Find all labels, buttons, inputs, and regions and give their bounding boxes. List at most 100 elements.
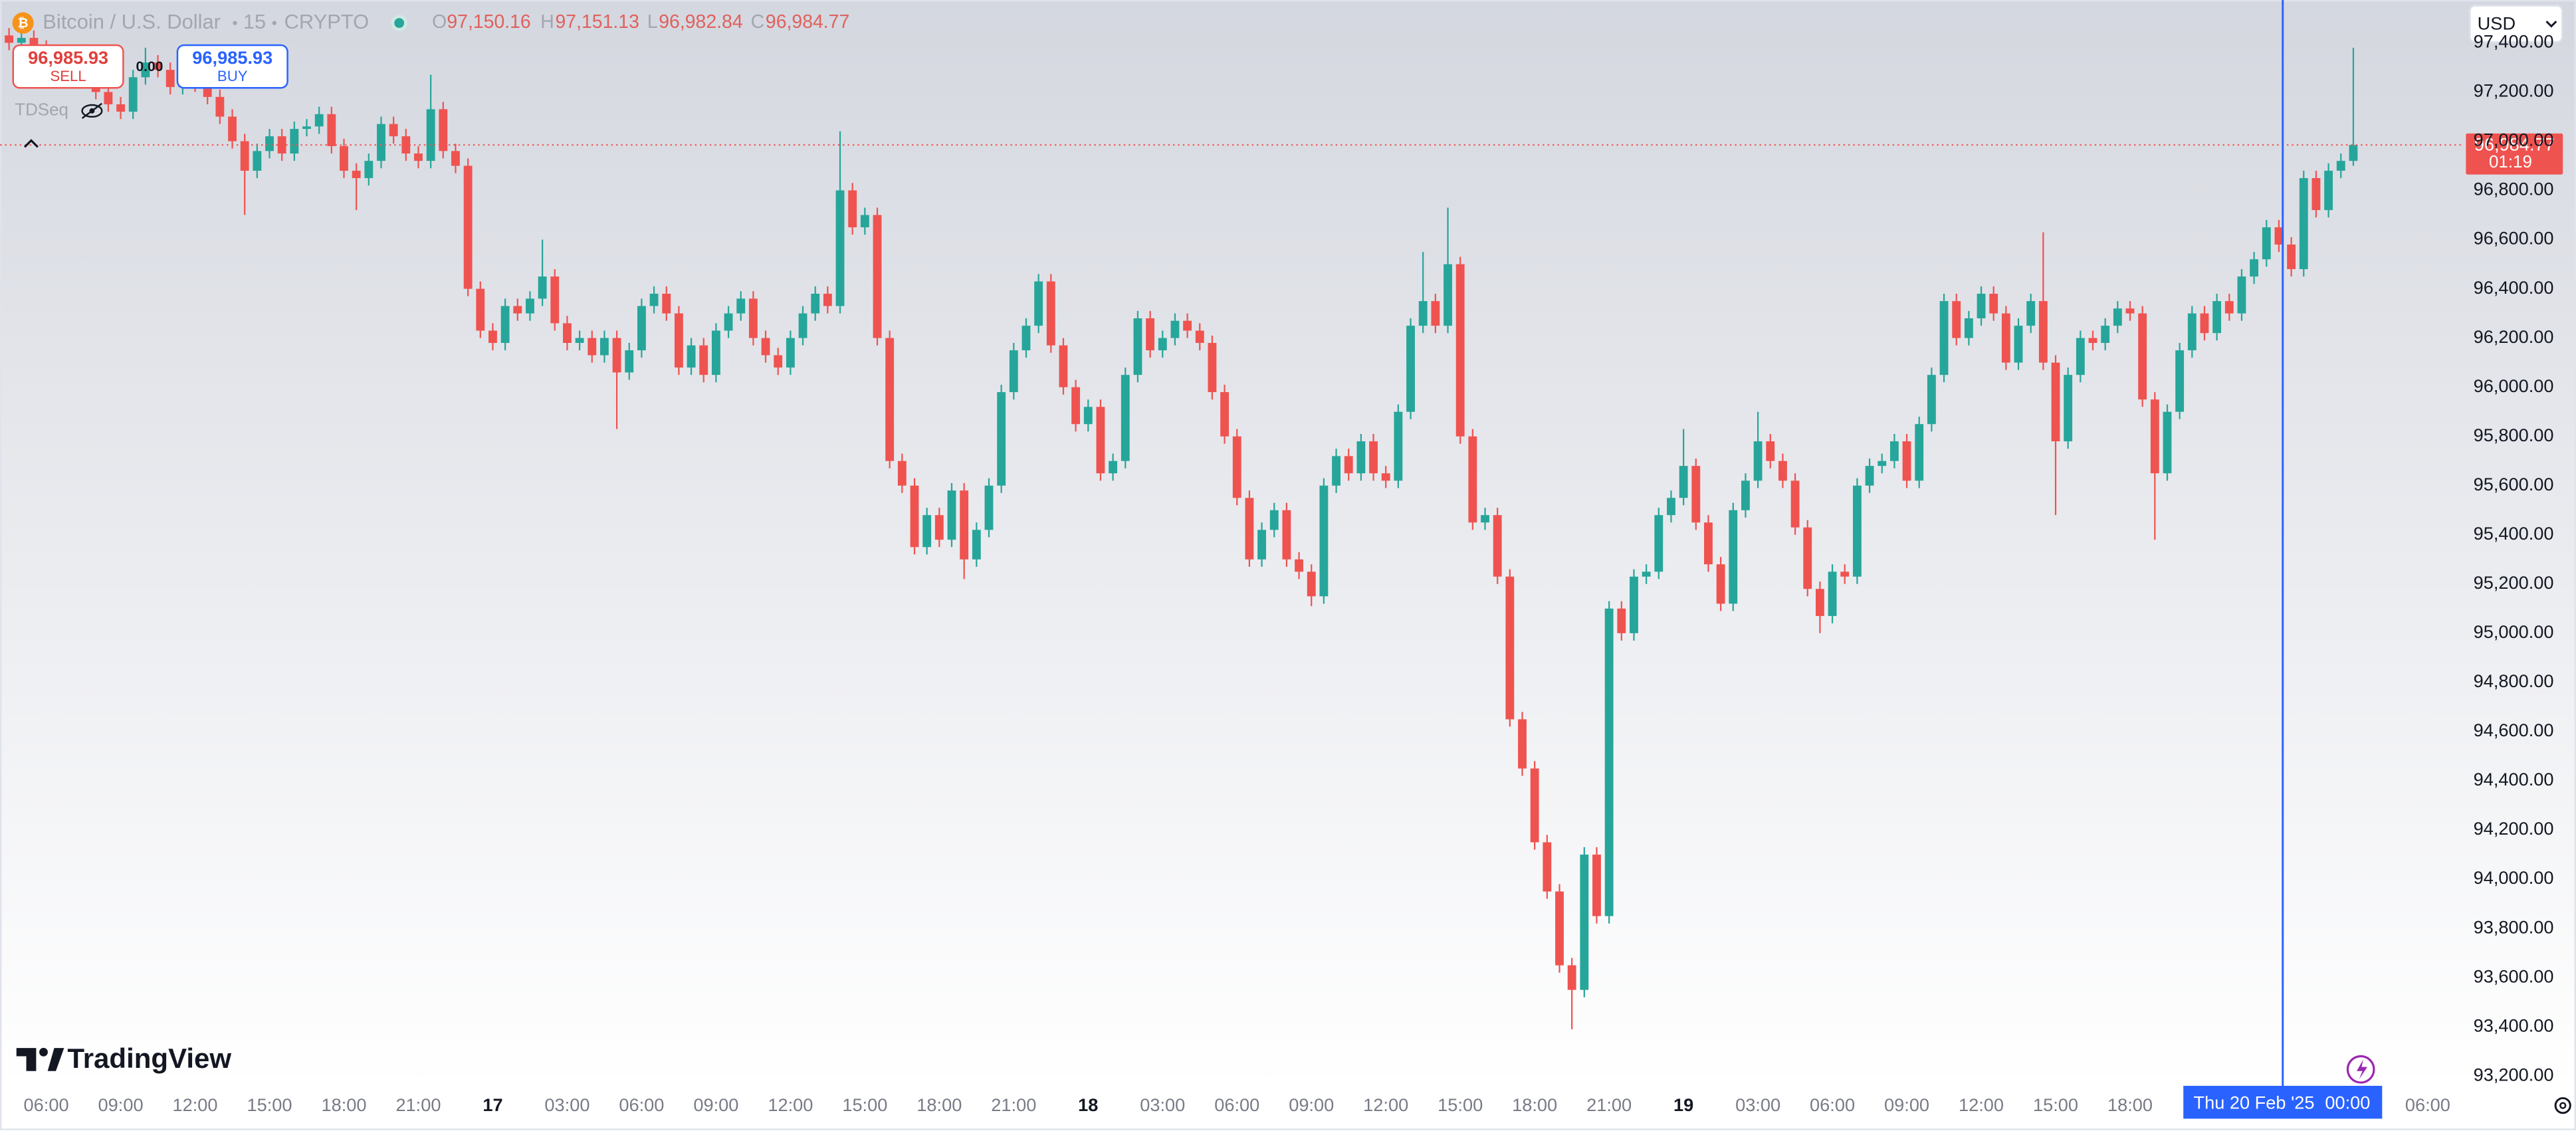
candle-body: [1927, 375, 1936, 425]
candle-body: [1790, 480, 1800, 528]
candle-body: [2163, 411, 2172, 474]
buy-box[interactable]: [176, 44, 288, 89]
candle-body: [2038, 301, 2048, 363]
brand-logo[interactable]: TradingView: [16, 1043, 232, 1074]
x-tick-label: 06:00: [2405, 1094, 2450, 1115]
x-tick-label: 12:00: [1959, 1094, 2004, 1115]
candle-body: [2336, 161, 2345, 171]
currency-box[interactable]: [2469, 5, 2563, 43]
candle-body: [599, 338, 609, 356]
candle-body: [1505, 576, 1515, 720]
candle-body: [1083, 407, 1093, 425]
interval[interactable]: 15: [243, 10, 266, 33]
y-tick-label: 93,400.00: [2474, 1015, 2554, 1035]
candle-body: [711, 330, 720, 375]
crosshair-label-box: [2183, 1086, 2383, 1119]
y-tick-label: 94,200.00: [2474, 818, 2554, 839]
sell-button[interactable]: 96,985.93 SELL: [12, 44, 124, 89]
candle-body: [1815, 589, 1824, 616]
x-tick-label: 21:00: [991, 1094, 1036, 1115]
candle-body: [377, 124, 385, 161]
candle-body: [1146, 318, 1155, 351]
y-tick-label: 96,600.00: [2474, 228, 2554, 249]
eye-icon[interactable]: [81, 104, 103, 118]
candle-body: [290, 128, 299, 154]
y-tick-label: 94,600.00: [2474, 720, 2554, 740]
candle-body: [2349, 145, 2358, 161]
indicator-name[interactable]: TDSeq: [15, 101, 68, 120]
sell-box[interactable]: [12, 44, 124, 89]
candle-body: [1878, 461, 1887, 466]
candle-body: [1604, 608, 1614, 916]
candle-body: [1444, 264, 1452, 326]
candle-body: [1741, 480, 1750, 510]
currency[interactable]: USD: [2478, 13, 2516, 33]
candle-body: [687, 345, 696, 368]
candle-body: [1691, 466, 1701, 523]
brand-name[interactable]: TradingView: [67, 1043, 231, 1074]
logo-mark: [47, 1048, 64, 1071]
symbol-icon[interactable]: [12, 12, 34, 34]
x-tick-label: 09:00: [693, 1094, 738, 1115]
x-tick-label: 03:00: [1735, 1094, 1780, 1115]
candle-body: [2237, 276, 2246, 314]
buy-label[interactable]: BUY: [217, 68, 248, 84]
candle-body: [1915, 424, 1924, 481]
candle-body: [451, 151, 460, 166]
candle-body: [699, 345, 708, 375]
candle-body: [997, 392, 1006, 486]
x-tick-label: 06:00: [1810, 1094, 1855, 1115]
currency-dropdown[interactable]: USD: [2469, 5, 2563, 43]
candle-body: [1766, 441, 1775, 461]
x-tick-label: 06:00: [619, 1094, 664, 1115]
candle-body: [550, 276, 560, 324]
symbol-name[interactable]: Bitcoin / U.S. Dollar: [43, 10, 221, 33]
candle-body: [910, 485, 919, 548]
candle-body: [625, 350, 634, 373]
candle-body: [1307, 571, 1316, 597]
candle-body: [1592, 855, 1601, 916]
collapse-button[interactable]: [23, 139, 39, 148]
candle-body: [1939, 301, 1949, 375]
x-tick-label: 18:00: [916, 1094, 962, 1115]
candle-body: [1679, 466, 1688, 498]
candle-body: [748, 298, 758, 338]
candle-body: [811, 294, 820, 314]
x-tick-label: 09:00: [98, 1094, 144, 1115]
candle-body: [116, 104, 125, 112]
x-tick-label: 18:00: [321, 1094, 366, 1115]
sell-label[interactable]: SELL: [50, 68, 86, 84]
y-tick-label: 95,000.00: [2474, 621, 2554, 642]
settings-icon[interactable]: [2554, 1097, 2571, 1114]
candle-body: [1096, 407, 1105, 474]
sell-price[interactable]: 96,985.93: [28, 47, 108, 68]
x-tick-label: 03:00: [1140, 1094, 1185, 1115]
candle-body: [340, 146, 348, 171]
x-tick-label: 18:00: [2107, 1094, 2153, 1115]
candle-body: [2138, 313, 2147, 400]
candle-body: [612, 338, 621, 373]
y-tick-label: 94,800.00: [2474, 670, 2554, 691]
ohlc-open: 97,150.16: [447, 11, 530, 33]
y-tick-label: 96,000.00: [2474, 375, 2554, 396]
y-tick-label: 97,200.00: [2474, 80, 2554, 101]
y-tick-label: 96,200.00: [2474, 326, 2554, 347]
candle-body: [848, 190, 857, 228]
candle-body: [1344, 456, 1353, 474]
candle-body: [563, 323, 572, 344]
x-tick-label: 18: [1078, 1094, 1098, 1115]
x-tick-label: 06:00: [1214, 1094, 1259, 1115]
eye-slash: [81, 102, 103, 119]
y-tick-label: 95,400.00: [2474, 523, 2554, 544]
candle-body: [1543, 842, 1552, 892]
candle-body: [2200, 313, 2209, 334]
candle-body: [2262, 227, 2271, 260]
buy-button[interactable]: 96,985.93 BUY: [176, 44, 288, 89]
buy-price[interactable]: 96,985.93: [192, 47, 272, 68]
indicator-visibility[interactable]: [81, 102, 103, 119]
spread: 0.00: [136, 59, 163, 74]
candle-body: [2001, 313, 2010, 363]
